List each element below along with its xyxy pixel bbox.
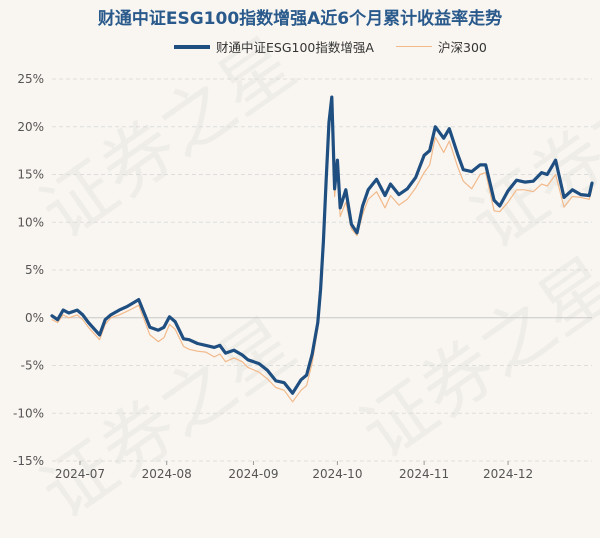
y-tick-label: -15% <box>13 454 44 468</box>
y-tick-label: 20% <box>17 120 44 134</box>
y-tick-label: 25% <box>17 72 44 86</box>
y-tick-label: -5% <box>21 359 44 373</box>
x-tick-label: 2024-09 <box>228 467 278 481</box>
legend-label-fund: 财通中证ESG100指数增强A <box>216 40 374 55</box>
y-tick-label: 0% <box>25 311 44 325</box>
chart-title: 财通中证ESG100指数增强A近6个月累计收益率走势 <box>97 9 503 29</box>
x-tick-label: 2024-10 <box>312 467 362 481</box>
legend-item-index[interactable]: 沪深300 <box>396 37 487 56</box>
legend-item-fund[interactable]: 财通中证ESG100指数增强A <box>174 37 374 56</box>
chart-plot: 25% 20% 15% 10% 5% 0% -5% -10% -15% 2024-07 2024-0… <box>13 72 594 481</box>
x-tick-label: 2024-11 <box>399 467 449 481</box>
x-tick-label: 2024-12 <box>483 467 533 481</box>
y-tick-label: 10% <box>17 215 44 229</box>
y-tick-label: -10% <box>13 406 44 420</box>
y-tick-label: 15% <box>17 168 44 182</box>
y-tick-label: 5% <box>25 263 44 277</box>
x-tick-label: 2024-08 <box>142 467 192 481</box>
legend-swatch-index <box>396 45 432 48</box>
legend: 财通中证ESG100指数增强A 沪深300 <box>0 37 600 57</box>
legend-swatch-fund <box>174 44 210 49</box>
series-line-fund <box>50 95 594 395</box>
legend-label-index: 沪深300 <box>438 40 487 55</box>
x-tick-label: 2024-07 <box>55 467 105 481</box>
